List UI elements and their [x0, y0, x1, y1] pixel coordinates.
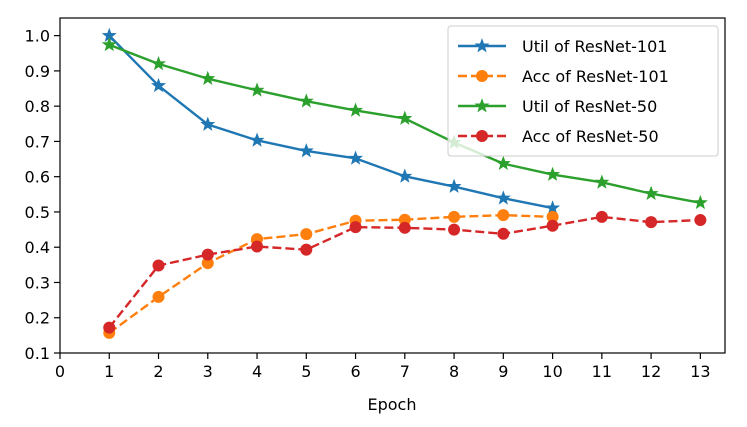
series-4-point — [546, 219, 559, 232]
legend-label: Acc of ResNet-50 — [522, 127, 659, 146]
series-layer — [101, 27, 708, 339]
series-4-point — [497, 227, 510, 240]
x-tick-label: 0 — [55, 362, 65, 381]
series-3-point — [495, 155, 511, 171]
x-tick-label: 8 — [449, 362, 459, 381]
y-tick-label: 0.4 — [25, 238, 50, 257]
legend-marker — [476, 130, 488, 142]
series-2-point — [201, 257, 214, 270]
series-2-point — [546, 210, 559, 223]
series-3-point — [200, 70, 216, 86]
series-3-point — [249, 82, 265, 97]
x-tick-label: 5 — [301, 362, 311, 381]
series-2-line — [108, 213, 553, 334]
x-tick-label: 12 — [641, 362, 661, 381]
series-1-point — [200, 116, 216, 131]
series-4 — [103, 210, 707, 334]
y-tick-label: 0.1 — [25, 344, 50, 363]
series-4-point — [645, 216, 658, 229]
series-4-point — [595, 210, 608, 223]
x-tick-label: 10 — [542, 362, 562, 381]
series-1-point — [249, 132, 265, 147]
x-tick-label: 7 — [400, 362, 410, 381]
x-tick-label: 4 — [252, 362, 262, 381]
y-tick-label: 0.2 — [25, 309, 50, 328]
series-3-point — [594, 174, 610, 189]
y-tick-label: 0.7 — [25, 132, 50, 151]
legend-label: Util of ResNet-50 — [522, 97, 657, 116]
series-4-point — [251, 240, 264, 253]
legend-marker — [474, 38, 490, 53]
legend-entry-1: Util of ResNet-101 — [458, 37, 667, 56]
x-tick-label: 3 — [203, 362, 213, 381]
series-1 — [101, 27, 561, 215]
legend-entry-4: Acc of ResNet-50 — [458, 127, 659, 146]
series-2-point — [497, 209, 510, 222]
y-tick-label: 1.0 — [25, 27, 50, 46]
series-3-point — [151, 55, 167, 71]
series-1-point — [298, 143, 314, 158]
x-tick-label: 13 — [690, 362, 710, 381]
series-4-point — [201, 248, 214, 261]
series-3-point — [692, 194, 708, 210]
legend-marker — [474, 98, 490, 113]
y-tick-label: 0.5 — [25, 203, 50, 222]
y-tick-label: 0.8 — [25, 97, 50, 116]
series-4-point — [398, 221, 411, 234]
y-tick-label: 0.9 — [25, 62, 50, 81]
series-1-point — [151, 77, 167, 93]
series-4-point — [103, 321, 116, 334]
legend-marker — [476, 70, 488, 82]
series-1-point — [348, 150, 364, 165]
series-4-point — [694, 214, 707, 227]
series-2-point — [448, 210, 461, 223]
series-1-point — [446, 178, 462, 193]
series-3-point — [643, 185, 659, 200]
x-tick-label: 6 — [350, 362, 360, 381]
x-tick-label: 11 — [592, 362, 612, 381]
axes-layer: 0 1 2 3 4 5 6 7 8 9 10 11 12 130.10.20.30.40.50.60.70… — [25, 17, 726, 381]
series-2-point — [300, 228, 313, 241]
legend-label: Acc of ResNet-101 — [522, 67, 669, 86]
x-tick-label: 1 — [104, 362, 114, 381]
series-4-point — [152, 259, 165, 272]
x-tick-label: 2 — [153, 362, 163, 381]
y-tick-label: 0.3 — [25, 273, 50, 292]
legend-label: Util of ResNet-101 — [522, 37, 667, 56]
series-1-point — [397, 168, 413, 183]
legend: Util of ResNet-101 Acc of ResNet-101 Util … — [447, 25, 719, 157]
series-3-point — [298, 93, 314, 108]
legend-entry-3: Util of ResNet-50 — [458, 97, 657, 116]
x-tick-label: 9 — [498, 362, 508, 381]
series-3-point — [397, 110, 413, 125]
series-4-point — [349, 221, 362, 234]
x-axis-label: Epoch — [368, 395, 417, 414]
series-3-point — [101, 36, 117, 52]
legend-entry-2: Acc of ResNet-101 — [458, 67, 669, 86]
series-4-point — [300, 243, 313, 256]
series-3-point — [545, 166, 561, 181]
legend-frame — [447, 25, 719, 157]
y-tick-label: 0.6 — [25, 168, 50, 187]
series-2-point — [152, 290, 165, 303]
series-3-point — [348, 102, 364, 117]
plot-frame — [59, 17, 726, 354]
series-1-point — [495, 190, 511, 205]
series-1-line — [108, 34, 553, 210]
series-4-point — [448, 223, 461, 236]
